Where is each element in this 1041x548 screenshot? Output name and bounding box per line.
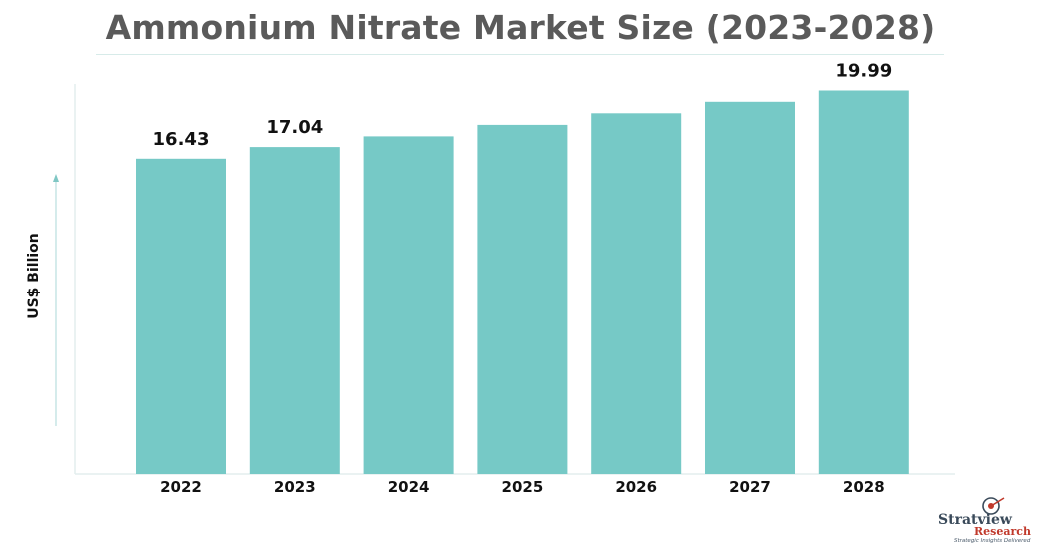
stratview-logo: Stratview Research Strategic Insights De…	[918, 496, 1031, 546]
title-divider	[96, 54, 944, 55]
x-tick-label-2022: 2022	[160, 478, 202, 496]
logo-word-research: Research	[974, 525, 1031, 538]
chart-title: Ammonium Nitrate Market Size (2023-2028)	[105, 8, 936, 47]
y-axis-label: US$ Billion	[26, 233, 42, 319]
bar-2025	[477, 124, 568, 475]
bar-2027	[705, 101, 795, 475]
data-label-2023: 17.04	[266, 117, 323, 138]
bar-2023	[249, 147, 340, 474]
bar-2024	[363, 136, 454, 474]
data-label-2022: 16.43	[153, 129, 210, 150]
logo-word-stratview: Stratview	[938, 512, 1012, 528]
x-tick-label-2023: 2023	[274, 478, 316, 496]
bar-2028	[818, 90, 909, 474]
x-tick-label-2028: 2028	[843, 478, 885, 496]
bars-group: 2022 16.43 2023 17.04 2024 2025 2026 2027 2028 19…	[136, 61, 909, 496]
target-logo-icon	[982, 497, 1005, 515]
x-tick-label-2025: 2025	[502, 478, 544, 496]
x-tick-label-2024: 2024	[388, 478, 430, 496]
x-tick-label-2026: 2026	[615, 478, 657, 496]
bar-2026	[591, 113, 682, 475]
y-axis-arrow-head	[53, 174, 59, 182]
logo-tagline: Strategic Insights Delivered	[954, 538, 1031, 544]
bar-2022	[136, 158, 226, 475]
x-tick-label-2027: 2027	[729, 478, 771, 496]
data-label-2028: 19.99	[835, 61, 892, 82]
